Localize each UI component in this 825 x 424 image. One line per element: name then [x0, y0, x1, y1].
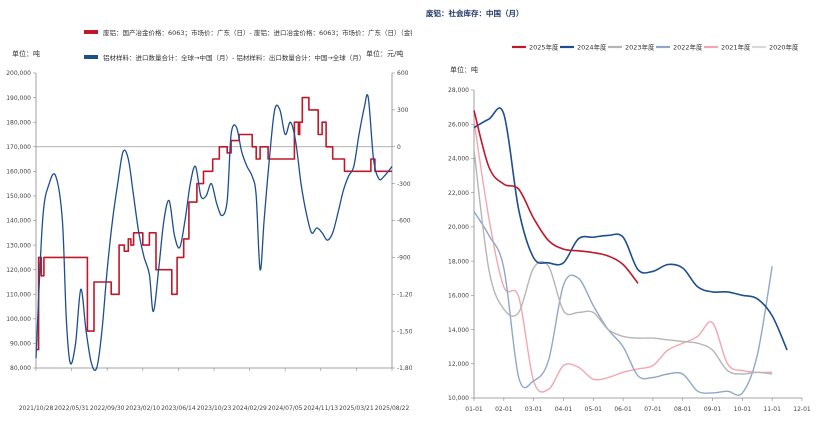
x-tick-label: 2023/02/10 — [126, 405, 161, 412]
right-chart-x-tick-label: 11-01 — [763, 406, 781, 413]
right-chart-y-ticks: 28,000 26,000 24,000 22,000 20,000 18,000 16,0… — [448, 87, 474, 402]
right-y-tick-label: 0 — [397, 144, 401, 151]
legend-label-2021年度: 2021年度 — [721, 43, 751, 52]
x-tick-label: 2022/09/30 — [90, 405, 125, 412]
legend-swatch-price-spread — [84, 30, 98, 34]
legend-label-2022年度: 2022年度 — [673, 43, 703, 52]
left-y-tick-label: 170,000 — [6, 144, 31, 151]
right-chart-series-lines — [473, 107, 788, 396]
x-tick-label: 2022/05/31 — [54, 405, 89, 412]
x-tick-label: 2025/03/21 — [339, 405, 374, 412]
left-y-tick-label: 120,000 — [6, 267, 31, 274]
legend-label-2024年度: 2024年度 — [577, 43, 607, 52]
social-inventory-seasonal-chart: 废铝：社会库存：中国（月） 2025年度 2024年度 2023年度 2022年度 20… — [426, 8, 811, 413]
right-y-tick-label: -1,800 — [397, 365, 412, 372]
right-chart-y-tick-label: 14,000 — [448, 327, 469, 334]
series-line-2023年度 — [473, 149, 773, 375]
left-x-axis-ticks: 2021/10/28 2022/05/31 2022/09/30 2023/02/10… — [19, 368, 410, 412]
legend-label-net-import: 铝材样料：进口数量合计：全球→中国（月）- 铝材样料：出口数量合计：中国→全球（… — [103, 53, 365, 62]
right-chart-x-tick-label: 08-01 — [674, 406, 692, 413]
left-legend: 废铝：国产冶金价格：6063；市场价：广东（日）- 废铝：进口冶金价格：6063… — [84, 28, 412, 62]
right-y-tick-label: -900 — [397, 255, 411, 262]
right-chart-x-tick-label: 03-01 — [525, 406, 543, 413]
right-chart-y-tick-label: 10,000 — [448, 395, 469, 402]
legend-label-2023年度: 2023年度 — [625, 43, 655, 52]
left-y-tick-label: 160,000 — [6, 169, 31, 176]
legend-label-price-spread: 废铝：国产冶金价格：6063；市场价：广东（日）- 废铝：进口冶金价格：6063… — [103, 28, 412, 37]
right-plot-frame — [473, 90, 802, 399]
left-y-tick-label: 90,000 — [10, 341, 31, 348]
right-chart-x-tick-label: 07-01 — [644, 406, 662, 413]
right-chart-unit: 单位：吨 — [450, 65, 478, 74]
left-y-tick-label: 100,000 — [6, 316, 31, 323]
right-chart-y-tick-label: 20,000 — [448, 224, 469, 231]
left-series-lines — [35, 93, 393, 372]
legend-label-2025年度: 2025年度 — [529, 43, 559, 52]
right-chart-x-tick-label: 05-01 — [585, 406, 603, 413]
x-tick-label: 2025/08/22 — [375, 405, 410, 412]
left-y-tick-label: 80,000 — [10, 365, 31, 372]
x-tick-label: 2024/07/05 — [268, 405, 303, 412]
x-tick-label: 2023/06/14 — [161, 405, 196, 412]
right-chart-x-tick-label: 06-01 — [614, 406, 632, 413]
right-y-axis-ticks: 600 300 0 -300 -600 -900 -1,200 -1,500 -1,800 — [392, 70, 412, 372]
right-y-tick-label: -300 — [397, 181, 411, 188]
right-chart-y-tick-label: 22,000 — [448, 190, 469, 197]
right-chart-x-tick-label: 02-01 — [495, 406, 513, 413]
right-chart-y-tick-label: 26,000 — [448, 121, 469, 128]
right-chart-title: 废铝：社会库存：中国（月） — [426, 8, 524, 18]
x-tick-label: 2024/02/29 — [232, 405, 267, 412]
right-chart-y-tick-label: 18,000 — [448, 258, 469, 265]
right-chart-x-tick-label: 12-01 — [793, 406, 811, 413]
right-chart-x-tick-label: 01-01 — [465, 406, 483, 413]
left-y-axis-ticks: 200,000 190,000 180,000 170,000 160,000 150,0… — [6, 70, 36, 372]
right-chart-y-tick-label: 28,000 — [448, 87, 469, 94]
series-line-2024年度 — [473, 107, 788, 351]
right-y-tick-label: -1,500 — [397, 328, 412, 335]
legend-item-net-import: 铝材样料：进口数量合计：全球→中国（月）- 铝材样料：出口数量合计：中国→全球（… — [84, 53, 365, 62]
right-y-tick-label: 600 — [397, 70, 409, 77]
right-axis-unit: 单位：元/吨 — [366, 49, 403, 58]
right-chart-x-tick-label: 09-01 — [704, 406, 722, 413]
left-y-tick-label: 140,000 — [6, 218, 31, 225]
left-y-tick-label: 130,000 — [6, 242, 31, 249]
legend-label-2020年度: 2020年度 — [769, 43, 799, 52]
left-y-tick-label: 200,000 — [6, 70, 31, 77]
x-tick-label: 2021/10/28 — [19, 405, 54, 412]
right-chart-x-ticks: 01-01 02-01 03-01 04-01 05-01 06-01 07-01 08-01… — [465, 398, 811, 413]
x-tick-label: 2024/11/13 — [304, 405, 339, 412]
left-y-tick-label: 180,000 — [6, 119, 31, 126]
x-tick-label: 2023/10/23 — [197, 405, 232, 412]
right-chart-x-tick-label: 10-01 — [734, 406, 752, 413]
right-y-tick-label: 300 — [397, 107, 409, 114]
right-chart-x-tick-label: 04-01 — [555, 406, 573, 413]
spread-vs-net-import-chart: 废铝：国产冶金价格：6063；市场价：广东（日）- 废铝：进口冶金价格：6063… — [6, 28, 412, 412]
legend-item-price-spread: 废铝：国产冶金价格：6063；市场价：广东（日）- 废铝：进口冶金价格：6063… — [84, 28, 412, 37]
left-y-tick-label: 150,000 — [6, 193, 31, 200]
left-y-tick-label: 190,000 — [6, 95, 31, 102]
legend-swatch-net-import — [84, 55, 98, 59]
left-plot-frame — [35, 73, 393, 369]
right-chart-y-tick-label: 12,000 — [448, 361, 469, 368]
series-line-net-import — [35, 93, 393, 372]
right-y-tick-label: -600 — [397, 218, 411, 225]
series-line-2021年度 — [473, 120, 773, 393]
right-chart-y-tick-label: 24,000 — [448, 156, 469, 163]
series-line-price-spread — [36, 96, 392, 351]
right-y-tick-label: -1,200 — [397, 291, 412, 298]
left-y-tick-label: 110,000 — [6, 291, 31, 298]
right-legend: 2025年度 2024年度 2023年度 2022年度 2021年度 2020年度 — [512, 43, 799, 52]
series-line-2025年度 — [473, 110, 639, 284]
left-axis-unit: 单位：吨 — [12, 49, 40, 58]
series-line-2022年度 — [473, 211, 773, 396]
right-chart-y-tick-label: 16,000 — [448, 293, 469, 300]
